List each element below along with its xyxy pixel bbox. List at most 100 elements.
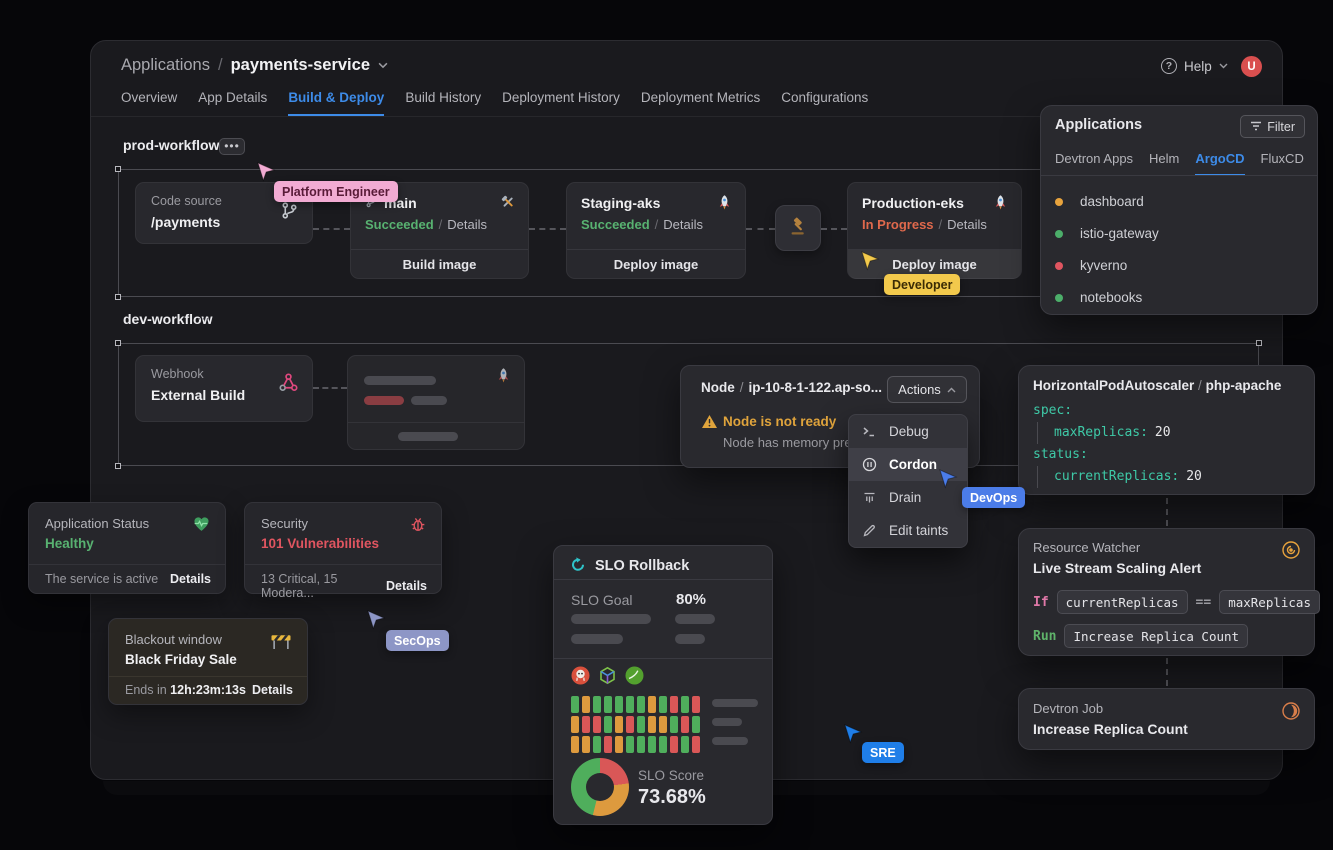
panel-divider [554,658,772,659]
connector [529,228,566,230]
webhook-card[interactable]: Webhook External Build [135,355,313,422]
blackout-details-link[interactable]: Details [252,683,293,697]
chevron-down-icon[interactable] [378,62,388,69]
code-source-path: /payments [151,214,221,230]
menu-item-edit-taints[interactable]: Edit taints [849,514,967,547]
connector [1166,658,1168,686]
skeleton-bar [712,699,758,707]
blackout-title: Blackout window [125,632,222,647]
menu-item-debug[interactable]: Debug [849,415,967,448]
selection-handle[interactable] [1256,340,1262,346]
filter-button[interactable]: Filter [1240,115,1305,138]
breadcrumb-app-name[interactable]: payments-service [230,56,370,74]
green-orb-icon [625,666,644,690]
blackout-window-card[interactable]: Blackout window Black Friday Sale Ends i… [108,618,308,705]
selection-handle[interactable] [115,166,121,172]
menu-item-drain[interactable]: Drain [849,481,967,514]
panel-divider [554,579,772,580]
breadcrumb-root[interactable]: Applications [121,56,210,74]
git-icon [280,201,299,225]
help-label: Help [1184,58,1212,74]
connector [1166,498,1168,526]
tab-configurations[interactable]: Configurations [781,90,869,105]
yaml-key: spec: [1033,403,1073,418]
drain-icon [861,490,877,505]
security-card[interactable]: Security 101 Vulnerabilities 13 Critical… [244,502,442,600]
selection-handle[interactable] [115,463,121,469]
production-deploy-action[interactable]: Deploy image [848,250,1021,279]
slo-goal-value: 80% [676,591,707,608]
menu-item-label: Edit taints [889,523,949,538]
staging-node-card[interactable]: Staging-aks Succeeded / Details Deploy i… [566,182,746,279]
dev-workflow-title: dev-workflow [123,311,213,327]
build-image-action[interactable]: Build image [402,257,477,272]
staging-deploy-action[interactable]: Deploy image [613,257,699,272]
title-separator: / [1198,378,1202,393]
lhs-chip[interactable]: currentReplicas [1056,590,1188,614]
hpa-resource-name: php-apache [1205,378,1282,393]
gavel-icon [788,216,808,241]
tab-deployment-metrics[interactable]: Deployment Metrics [640,90,761,105]
selection-handle[interactable] [115,340,121,346]
application-status-card[interactable]: Application Status Healthy The service i… [28,502,226,594]
bug-icon [409,515,427,538]
cursor-developer [860,251,880,276]
skeleton-bar [364,376,436,385]
production-details-link[interactable]: Details [947,217,987,232]
status-dot [1055,293,1063,302]
tab-overview[interactable]: Overview [121,90,178,105]
security-details-link[interactable]: Details [386,579,427,593]
tab-app-details[interactable]: App Details [198,90,268,105]
webhook-icon [278,372,299,398]
yaml-viewer[interactable]: spec: maxReplicas: 20 status: currentRepl… [1033,400,1202,488]
status-separator: / [654,217,659,232]
staging-details-link[interactable]: Details [663,217,704,232]
tab-fluxcd[interactable]: FluxCD [1260,151,1304,166]
blackout-countdown-value: 12h:23m:13s [170,683,246,697]
security-value: 101 Vulnerabilities [261,536,380,551]
rhs-chip[interactable]: maxReplicas [1219,590,1320,614]
devtron-job-panel: Devtron Job Increase Replica Count [1018,688,1315,750]
menu-item-cordon[interactable]: Cordon [849,448,967,481]
tab-build-and-deploy[interactable]: Build & Deploy [288,90,385,116]
run-action-chip[interactable]: Increase Replica Count [1064,624,1249,648]
list-item-notebooks[interactable]: notebooks [1055,290,1142,305]
filter-label: Filter [1267,119,1295,134]
filter-icon [1250,120,1262,134]
dev-workflow-menu-button[interactable]: ⋯ [197,311,212,326]
job-progress-icon [1281,701,1301,726]
tab-helm[interactable]: Helm [1149,151,1180,166]
node-resource-kind: Node [701,380,735,395]
tab-argocd[interactable]: ArgoCD [1195,151,1245,176]
actions-button[interactable]: Actions [887,376,967,403]
build-details-link[interactable]: Details [447,217,488,232]
menu-item-label: Debug [889,424,929,439]
avatar[interactable]: U [1241,56,1262,77]
pause-circle-icon [861,457,877,472]
yaml-key: currentReplicas: [1054,469,1180,484]
connector [313,228,350,230]
help-menu[interactable]: ? Help [1161,58,1228,74]
production-node-card[interactable]: Production-eks In Progress / Details Dep… [847,182,1022,279]
argo-icon [571,666,590,690]
skeleton-bar [398,432,458,441]
tab-build-history[interactable]: Build History [405,90,482,105]
code-source-card[interactable]: Code source /payments [135,182,313,244]
application-status-details-link[interactable]: Details [170,572,211,586]
app-name: istio-gateway [1080,226,1159,241]
prod-workflow-menu-button[interactable]: ••• [219,138,245,155]
list-item-dashboard[interactable]: dashboard [1055,194,1144,209]
list-item-istio-gateway[interactable]: istio-gateway [1055,226,1159,241]
tab-deployment-history[interactable]: Deployment History [502,90,620,105]
list-item-kyverno[interactable]: kyverno [1055,258,1127,273]
rocket-icon [992,194,1009,216]
tab-devtron-apps[interactable]: Devtron Apps [1055,151,1134,166]
menu-item-label: Cordon [889,457,937,472]
selection-handle[interactable] [115,294,121,300]
warning-icon [701,414,718,434]
approval-gate[interactable] [775,205,821,251]
staging-name: Staging-aks [581,195,661,211]
slo-score-value: 73.68% [638,786,706,808]
app-name: dashboard [1080,194,1144,209]
